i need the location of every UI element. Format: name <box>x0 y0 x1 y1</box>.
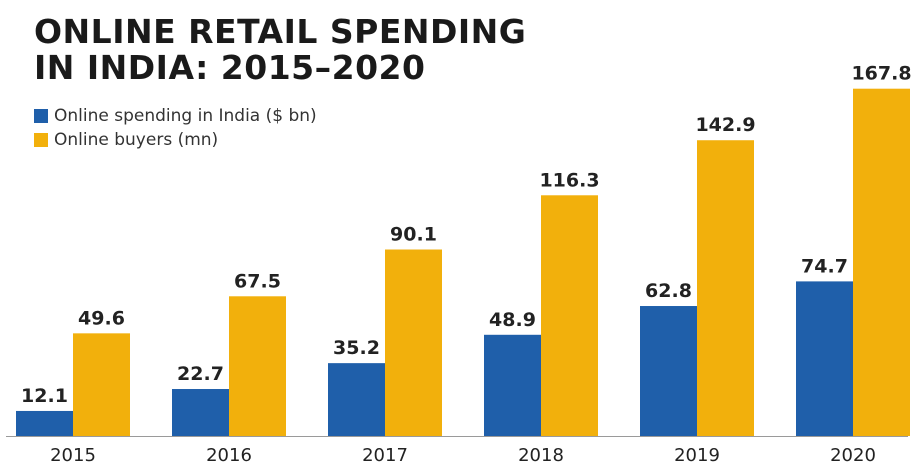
data-label-spending-2016: 22.7 <box>177 363 224 385</box>
data-label-spending-2015: 12.1 <box>21 385 68 407</box>
bar-spending-2015 <box>16 410 73 436</box>
bar-spending-2017 <box>328 363 385 436</box>
legend-item-spending: Online spending in India ($ bn) <box>34 104 317 128</box>
x-tick-label-2020: 2020 <box>830 445 876 466</box>
bar-buyers-2018 <box>541 195 598 436</box>
bar-spending-2019 <box>640 306 697 436</box>
chart-legend: Online spending in India ($ bn) Online b… <box>34 104 317 152</box>
bar-spending-2020 <box>796 281 853 436</box>
bar-spending-2018 <box>484 334 541 436</box>
x-tick-label-2019: 2019 <box>674 445 720 466</box>
data-label-buyers-2019: 142.9 <box>695 114 755 136</box>
bar-buyers-2020 <box>853 88 910 436</box>
data-label-spending-2018: 48.9 <box>489 309 536 331</box>
bar-buyers-2016 <box>229 296 286 436</box>
chart-title: ONLINE RETAIL SPENDING IN INDIA: 2015–20… <box>34 14 526 86</box>
x-tick-label-2017: 2017 <box>362 445 408 466</box>
data-label-buyers-2016: 67.5 <box>234 270 281 292</box>
x-tick-label-2016: 2016 <box>206 445 252 466</box>
data-label-spending-2017: 35.2 <box>333 337 380 359</box>
bar-buyers-2019 <box>697 140 754 437</box>
x-tick-label-2015: 2015 <box>50 445 96 466</box>
data-label-buyers-2018: 116.3 <box>539 169 599 191</box>
data-label-buyers-2017: 90.1 <box>390 224 437 246</box>
bar-buyers-2017 <box>385 249 442 436</box>
data-label-spending-2020: 74.7 <box>801 255 848 277</box>
data-label-spending-2019: 62.8 <box>645 280 692 302</box>
legend-swatch-buyers <box>34 133 48 147</box>
legend-swatch-spending <box>34 109 48 123</box>
legend-label-buyers: Online buyers (mn) <box>54 130 219 150</box>
chart-title-line-1: ONLINE RETAIL SPENDING <box>34 12 527 51</box>
data-label-buyers-2015: 49.6 <box>78 307 125 329</box>
chart-title-line-2: IN INDIA: 2015–2020 <box>34 48 426 87</box>
data-label-buyers-2020: 167.8 <box>851 63 911 85</box>
bar-spending-2016 <box>172 389 229 436</box>
legend-label-spending: Online spending in India ($ bn) <box>54 106 317 126</box>
legend-item-buyers: Online buyers (mn) <box>34 128 317 152</box>
x-tick-label-2018: 2018 <box>518 445 564 466</box>
bar-buyers-2015 <box>73 333 130 436</box>
